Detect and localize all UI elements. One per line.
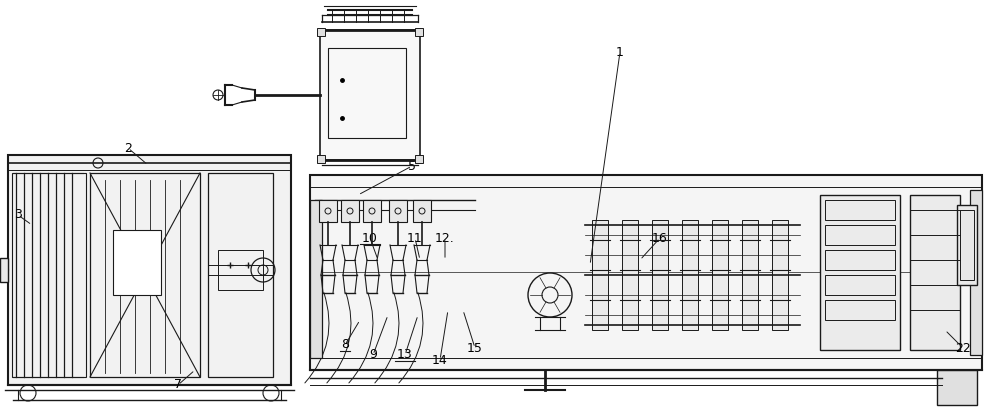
Bar <box>825 225 895 245</box>
Text: 13: 13 <box>397 348 413 362</box>
Text: 7: 7 <box>174 378 182 391</box>
Bar <box>772 220 788 330</box>
Bar <box>825 250 895 270</box>
Text: 15: 15 <box>467 342 483 355</box>
Text: 9: 9 <box>369 348 377 362</box>
Bar <box>317 28 325 36</box>
Bar <box>937 370 977 405</box>
Text: 10: 10 <box>362 231 378 245</box>
Bar <box>328 48 406 138</box>
Text: 3: 3 <box>14 209 22 222</box>
Text: 8: 8 <box>341 339 349 351</box>
Bar <box>682 220 698 330</box>
Text: 14: 14 <box>432 353 448 366</box>
Bar <box>825 275 895 295</box>
Bar <box>310 200 322 358</box>
Text: 2: 2 <box>124 142 132 155</box>
Bar <box>652 220 668 330</box>
Bar <box>113 230 161 295</box>
Bar <box>957 205 977 285</box>
Bar <box>341 200 359 222</box>
Bar <box>825 300 895 320</box>
Bar <box>8 155 291 385</box>
Text: 12.: 12. <box>435 231 455 245</box>
Text: 5: 5 <box>408 160 416 173</box>
Text: 22: 22 <box>955 342 971 355</box>
Bar <box>820 195 900 350</box>
Bar <box>415 155 423 163</box>
Text: 11: 11 <box>407 231 423 245</box>
Bar <box>90 173 200 377</box>
Bar <box>319 200 337 222</box>
Bar <box>910 195 960 350</box>
Text: 16: 16 <box>652 231 668 245</box>
Bar <box>825 200 895 220</box>
Bar <box>960 210 974 280</box>
Bar <box>712 220 728 330</box>
Bar <box>12 173 86 377</box>
Bar <box>415 28 423 36</box>
Bar <box>317 155 325 163</box>
Bar <box>742 220 758 330</box>
Bar <box>592 220 608 330</box>
Bar <box>413 200 431 222</box>
Bar <box>320 30 420 160</box>
Bar <box>218 250 263 290</box>
Bar <box>208 173 273 377</box>
Bar <box>0 258 8 282</box>
Bar <box>622 220 638 330</box>
Bar <box>363 200 381 222</box>
Bar <box>310 175 982 370</box>
Text: 1: 1 <box>616 45 624 58</box>
Bar <box>389 200 407 222</box>
Bar <box>970 190 982 355</box>
